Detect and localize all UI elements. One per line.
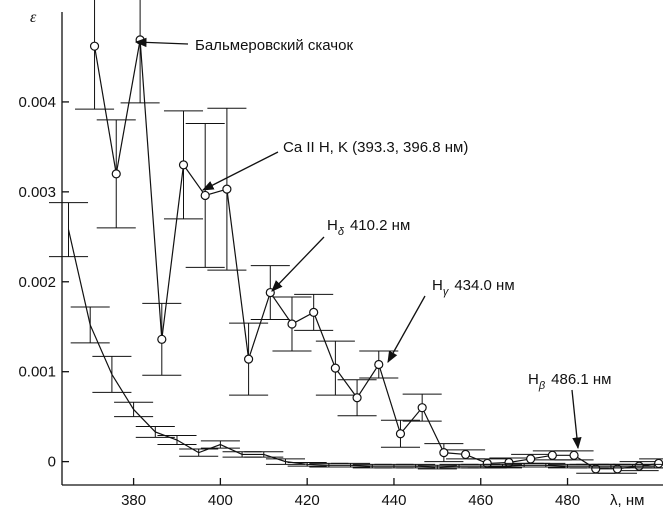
x-tick-label: 480: [555, 492, 580, 509]
annotation: Ca II H, K (393.3, 396.8 нм): [283, 139, 468, 156]
point: [178, 160, 189, 170]
annotation-base: H: [432, 277, 443, 294]
point: [89, 41, 100, 51]
point: [417, 403, 427, 413]
y-tick-label: 0.001: [18, 364, 56, 381]
annotation: Hγ 434.0 нм: [432, 277, 515, 298]
point: [222, 184, 232, 194]
annotation-text: 410.2 нм: [350, 217, 410, 234]
annotation-base: H: [528, 371, 539, 388]
point: [547, 450, 557, 460]
annotation-text: 434.0 нм: [454, 277, 514, 294]
y-tick-label: 0.002: [18, 274, 56, 291]
x-axis-label: λ, нм: [610, 492, 644, 509]
annotation-arrow: [271, 236, 325, 292]
annotation-text: 486.1 нм: [551, 371, 611, 388]
annotation-arrow: [201, 151, 279, 191]
point: [200, 190, 210, 201]
y-tick-label: 0.003: [18, 184, 56, 201]
annotation-sub: δ: [338, 226, 345, 238]
x-tick-label: 400: [208, 492, 233, 509]
point: [157, 334, 167, 344]
annotation: Hδ 410.2 нм: [327, 217, 410, 238]
point: [460, 449, 471, 460]
error-bar: [75, 0, 115, 110]
x-tick-label: 380: [121, 492, 146, 509]
annotation-sub: β: [538, 380, 546, 392]
point: [309, 307, 319, 317]
point: [352, 393, 362, 403]
annotations: Бальмеровский скачок Ca II H, K (393.3, …: [134, 37, 611, 450]
x-tick-label: 420: [295, 492, 320, 509]
annotation-arrow: [571, 389, 582, 450]
annotation: Hβ 486.1 нм: [528, 371, 611, 392]
point: [330, 363, 340, 373]
y-axis-label: ε: [30, 9, 37, 26]
y-tick-label: 0.004: [18, 94, 56, 111]
annotation: Бальмеровский скачок: [195, 37, 353, 54]
point: [111, 169, 121, 179]
point: [654, 458, 663, 469]
series-line: [67, 229, 655, 468]
error-bar: [120, 0, 160, 104]
point: [374, 359, 384, 370]
point: [569, 450, 579, 460]
point: [287, 319, 297, 329]
x-tick-label: 460: [468, 492, 493, 509]
annotation-arrow: [387, 295, 426, 364]
annotation-sub: γ: [443, 286, 450, 298]
point: [243, 354, 254, 364]
y-tick-label: 0: [48, 454, 56, 471]
point: [395, 429, 406, 439]
annotation-arrow: [134, 37, 189, 48]
point: [439, 448, 449, 458]
point: [526, 454, 536, 464]
x-tick-label: 440: [381, 492, 406, 509]
annotation-base: H: [327, 217, 338, 234]
